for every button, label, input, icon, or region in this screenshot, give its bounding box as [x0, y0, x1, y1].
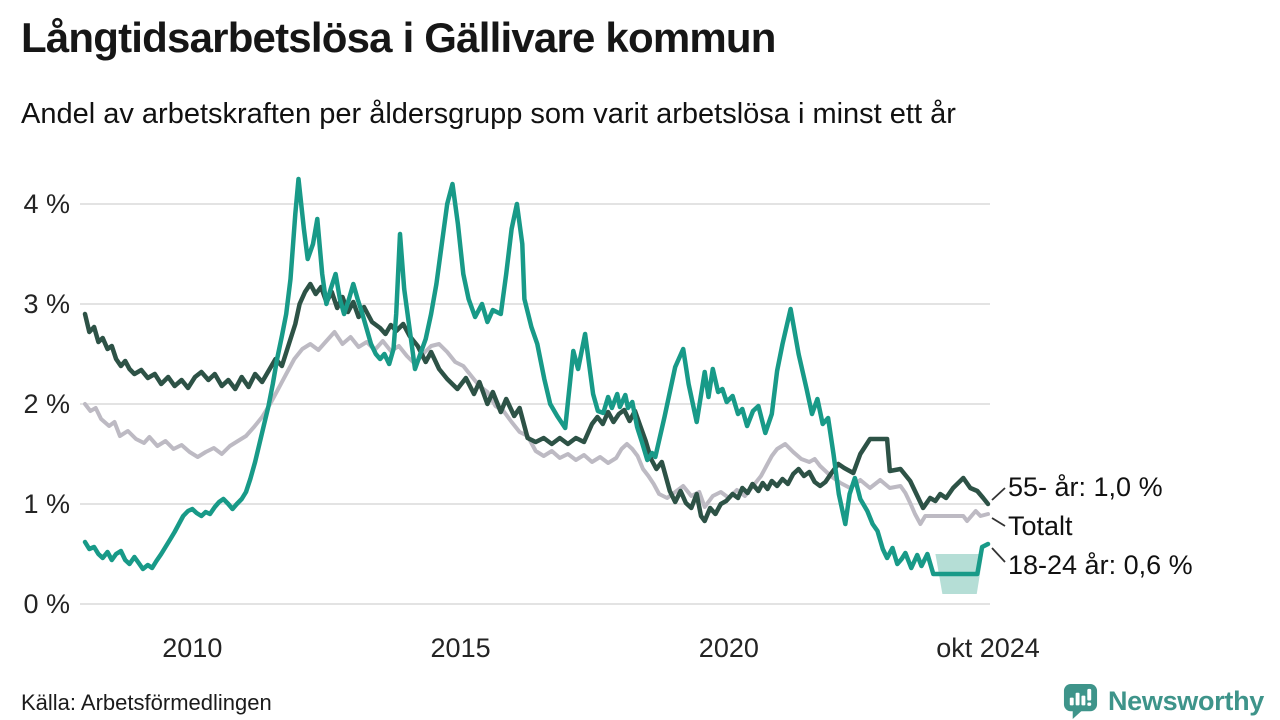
x-tick-label: 2020 — [699, 633, 759, 663]
label-connector — [991, 487, 1006, 501]
end-label-55-plus: 55- år: 1,0 % — [1008, 472, 1163, 502]
brand-logo: Newsworthy — [1062, 683, 1264, 720]
end-label-18-24: 18-24 år: 0,6 % — [1008, 550, 1193, 580]
series-line-55- år — [82, 281, 991, 524]
y-tick-label: 3 % — [23, 289, 70, 319]
source-note: Källa: Arbetsförmedlingen — [21, 690, 272, 715]
label-connector — [991, 517, 1006, 527]
series-line-Totalt — [83, 330, 990, 526]
brand-name: Newsworthy — [1107, 686, 1264, 716]
newsworthy-icon — [1063, 683, 1098, 720]
y-tick-label: 2 % — [23, 389, 70, 419]
end-label-totalt: Totalt — [1008, 511, 1073, 541]
x-tick-label: 2010 — [162, 633, 222, 663]
x-tick-label: 2015 — [431, 633, 491, 663]
page-title: Långtidsarbetslösa i Gällivare kommun — [21, 14, 776, 61]
x-tick-label: okt 2024 — [936, 633, 1040, 663]
y-tick-label: 0 % — [23, 589, 70, 619]
label-connector — [991, 547, 1006, 563]
page-subtitle: Andel av arbetskraften per åldersgrupp s… — [21, 98, 956, 130]
y-tick-label: 4 % — [23, 189, 70, 219]
series-line-18-24 år — [82, 176, 991, 577]
y-tick-label: 1 % — [23, 489, 70, 519]
